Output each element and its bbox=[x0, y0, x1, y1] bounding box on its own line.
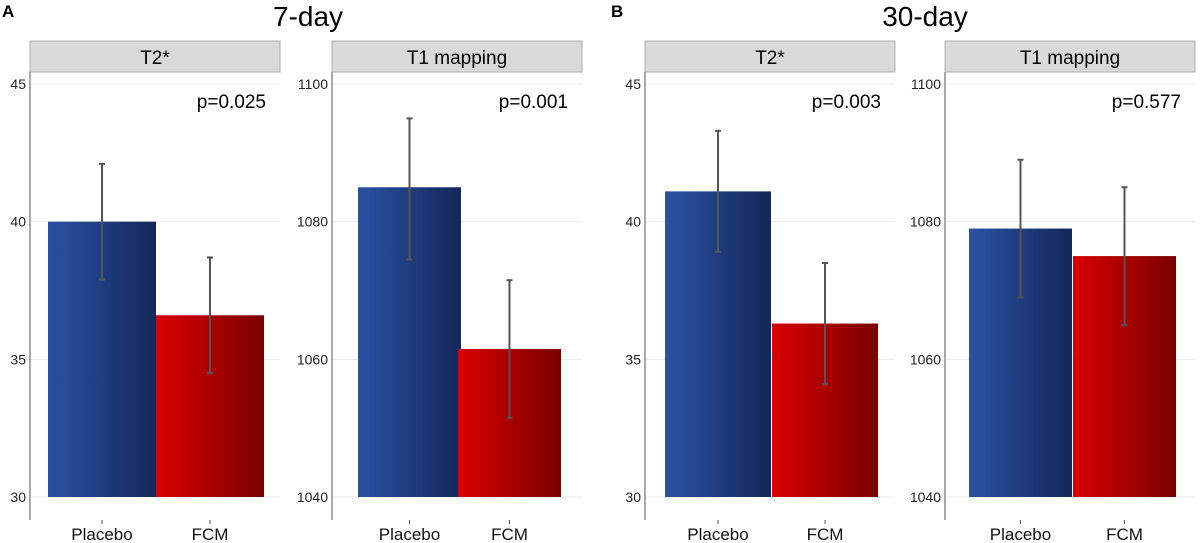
y-tick-label: 1040 bbox=[910, 489, 941, 505]
p-value-annotation: p=0.003 bbox=[812, 92, 881, 113]
x-tick-label: FCM bbox=[491, 525, 528, 543]
x-tick-label: Placebo bbox=[687, 525, 748, 543]
facet-strip bbox=[644, 40, 896, 73]
facet-strip bbox=[331, 40, 583, 73]
x-tick-label: Placebo bbox=[379, 525, 440, 543]
x-tick-label: Placebo bbox=[990, 525, 1051, 543]
group-title: 30-day bbox=[882, 1, 968, 32]
facet-title: T1 mapping bbox=[407, 48, 507, 69]
panel-3: B 30-day T2* 30 35 40 45 Placebo FCM p=0.003 bbox=[611, 1, 968, 543]
facet-title: T2* bbox=[140, 48, 170, 69]
x-tick-label: FCM bbox=[1106, 525, 1143, 543]
y-tick-label: 45 bbox=[625, 76, 641, 92]
y-tick-label: 1080 bbox=[297, 214, 328, 230]
y-tick-label: 30 bbox=[625, 489, 641, 505]
y-tick-label: 45 bbox=[10, 76, 26, 92]
y-tick-label: 30 bbox=[10, 489, 26, 505]
y-tick-label: 1040 bbox=[297, 489, 328, 505]
y-tick-label: 35 bbox=[10, 351, 26, 367]
p-value-annotation: p=0.577 bbox=[1112, 92, 1181, 113]
p-value-annotation: p=0.025 bbox=[197, 92, 266, 113]
facet-strip bbox=[944, 40, 1196, 73]
panel-letter: A bbox=[2, 2, 14, 21]
y-tick-label: 1100 bbox=[298, 76, 328, 92]
facet-strip bbox=[29, 40, 281, 73]
y-tick-label: 40 bbox=[10, 214, 26, 230]
y-tick-label: 1100 bbox=[911, 76, 941, 92]
x-tick-label: FCM bbox=[807, 525, 844, 543]
panel-1: A 7-day T2* 30 35 40 45 Placebo FCM p=0.025 bbox=[2, 1, 343, 543]
x-tick-label: Placebo bbox=[71, 525, 132, 543]
x-tick-label: FCM bbox=[192, 525, 229, 543]
facet-title: T2* bbox=[755, 48, 785, 69]
y-tick-label: 1060 bbox=[910, 351, 941, 367]
group-title: 7-day bbox=[273, 1, 343, 32]
y-tick-label: 1080 bbox=[910, 214, 941, 230]
panel-2: T1 mapping 1040 1060 1080 1100 Placebo FCM p=0.… bbox=[297, 40, 583, 543]
facet-title: T1 mapping bbox=[1020, 48, 1120, 69]
p-value-annotation: p=0.001 bbox=[499, 92, 568, 113]
panel-letter: B bbox=[611, 2, 623, 21]
y-tick-label: 35 bbox=[625, 351, 641, 367]
y-tick-label: 1060 bbox=[297, 351, 328, 367]
panel-4: T1 mapping 1040 1060 1080 1100 Placebo FCM p=0.… bbox=[910, 40, 1196, 543]
y-tick-label: 40 bbox=[625, 214, 641, 230]
